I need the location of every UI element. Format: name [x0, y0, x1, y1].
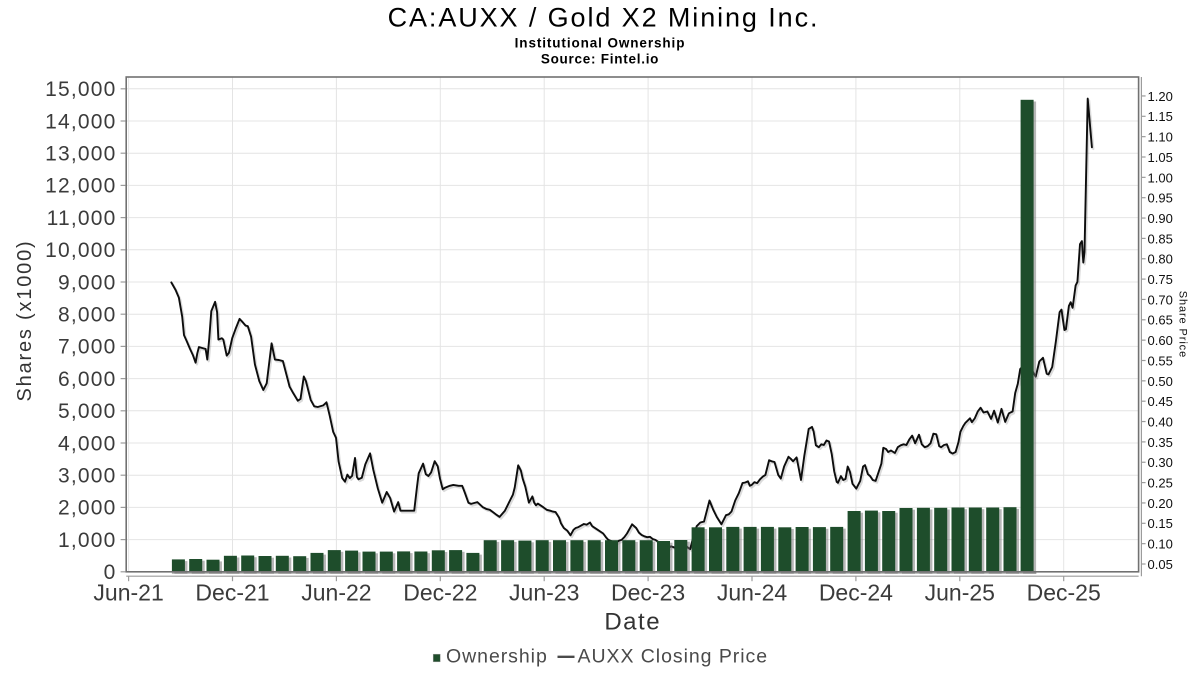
svg-text:0.30: 0.30: [1148, 455, 1173, 470]
svg-text:0.75: 0.75: [1148, 272, 1173, 287]
svg-text:Share Price: Share Price: [1177, 291, 1189, 358]
svg-text:1.10: 1.10: [1148, 130, 1173, 145]
svg-text:Dec-21: Dec-21: [195, 580, 269, 606]
svg-text:0.80: 0.80: [1148, 252, 1173, 267]
svg-text:Shares (x1000): Shares (x1000): [14, 240, 36, 402]
svg-text:0.60: 0.60: [1148, 333, 1173, 348]
svg-text:1.20: 1.20: [1148, 89, 1173, 104]
svg-text:0.95: 0.95: [1148, 191, 1173, 206]
svg-text:4,000: 4,000: [58, 432, 117, 455]
svg-text:Jun-22: Jun-22: [301, 580, 371, 606]
svg-text:1,000: 1,000: [58, 529, 117, 552]
svg-text:Jun-23: Jun-23: [509, 580, 579, 606]
svg-text:15,000: 15,000: [45, 78, 116, 101]
svg-text:Jun-24: Jun-24: [717, 580, 788, 606]
svg-text:11,000: 11,000: [47, 207, 117, 230]
svg-text:12,000: 12,000: [45, 175, 116, 198]
svg-text:Date: Date: [604, 609, 661, 636]
svg-text:0.90: 0.90: [1148, 211, 1173, 226]
svg-text:Institutional Ownership: Institutional Ownership: [515, 36, 686, 51]
svg-text:Ownership: Ownership: [446, 645, 548, 667]
svg-text:10,000: 10,000: [45, 239, 116, 262]
svg-text:Dec-23: Dec-23: [611, 580, 685, 606]
svg-text:9,000: 9,000: [58, 271, 117, 294]
svg-text:CA:AUXX / Gold X2 Mining Inc.: CA:AUXX / Gold X2 Mining Inc.: [388, 3, 820, 33]
svg-text:5,000: 5,000: [58, 400, 117, 423]
svg-text:0.20: 0.20: [1148, 496, 1173, 511]
svg-text:0.05: 0.05: [1148, 557, 1173, 572]
svg-text:2,000: 2,000: [58, 497, 117, 520]
svg-text:Dec-25: Dec-25: [1027, 580, 1101, 606]
svg-text:Source: Fintel.io: Source: Fintel.io: [541, 52, 659, 67]
svg-text:1.15: 1.15: [1148, 109, 1173, 124]
svg-text:13,000: 13,000: [45, 143, 116, 166]
svg-text:0.35: 0.35: [1148, 435, 1173, 450]
svg-text:Jun-25: Jun-25: [925, 580, 995, 606]
svg-text:3,000: 3,000: [58, 465, 117, 488]
svg-text:0.70: 0.70: [1148, 292, 1173, 307]
svg-text:0: 0: [104, 561, 117, 584]
svg-text:1.00: 1.00: [1148, 170, 1173, 185]
svg-text:0.85: 0.85: [1148, 231, 1173, 246]
svg-text:8,000: 8,000: [58, 304, 117, 327]
svg-text:0.10: 0.10: [1148, 537, 1173, 552]
svg-text:0.45: 0.45: [1148, 394, 1173, 409]
svg-text:AUXX Closing Price: AUXX Closing Price: [578, 645, 769, 667]
svg-text:0.65: 0.65: [1148, 313, 1173, 328]
svg-text:0.40: 0.40: [1148, 414, 1173, 429]
svg-text:0.50: 0.50: [1148, 374, 1173, 389]
svg-text:1.05: 1.05: [1148, 150, 1173, 165]
svg-text:6,000: 6,000: [58, 368, 117, 391]
svg-text:Dec-24: Dec-24: [819, 580, 893, 606]
svg-text:0.55: 0.55: [1148, 353, 1173, 368]
svg-text:0.25: 0.25: [1148, 476, 1173, 491]
svg-text:Dec-22: Dec-22: [403, 580, 477, 606]
svg-text:Jun-21: Jun-21: [93, 580, 163, 606]
svg-text:14,000: 14,000: [45, 110, 116, 133]
svg-text:0.15: 0.15: [1148, 516, 1173, 531]
svg-text:7,000: 7,000: [58, 336, 117, 359]
